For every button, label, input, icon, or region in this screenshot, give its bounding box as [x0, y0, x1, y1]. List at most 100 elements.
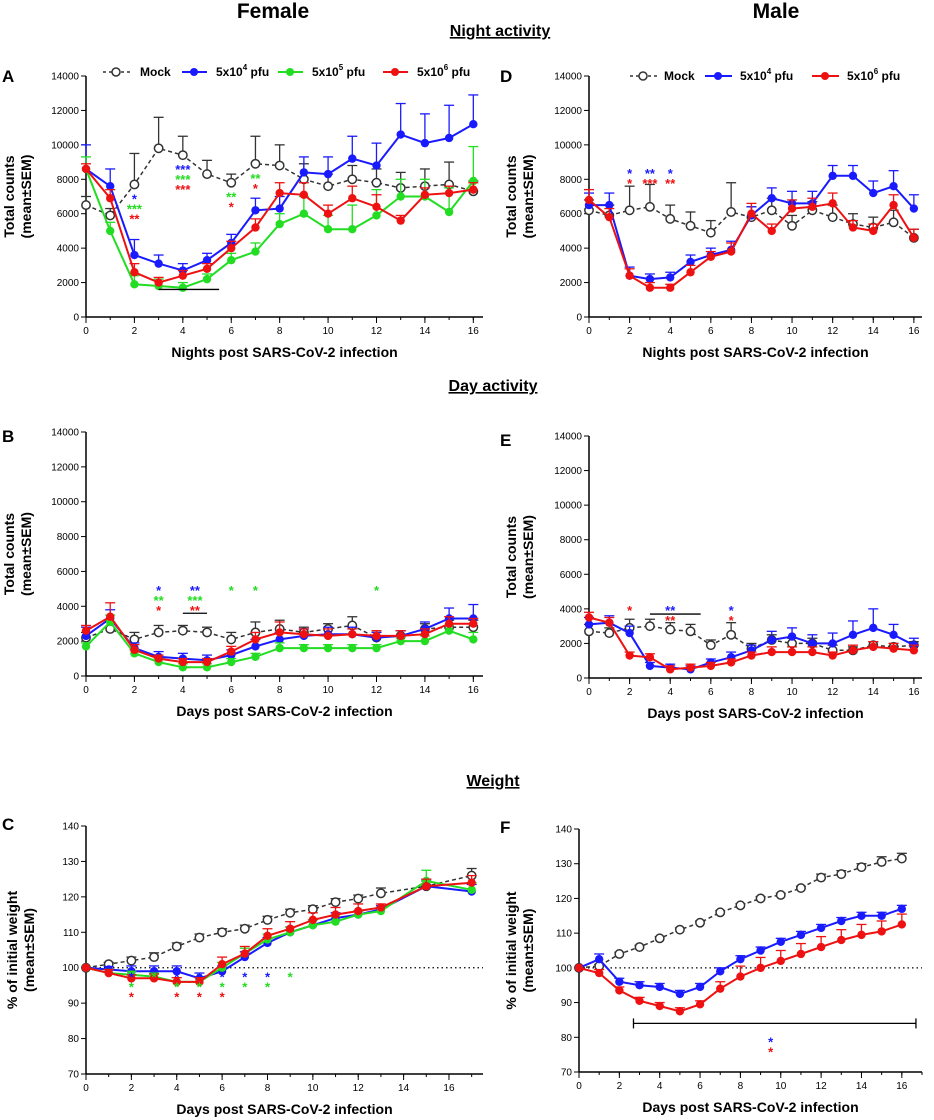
x-tick-label: 14: [868, 687, 880, 698]
x-tick-label: 2: [132, 685, 138, 696]
sig-star-pfu_5e6: *: [627, 176, 633, 191]
panel-A: A 0 2000 4000 6000 8000 10000 12000 14000 0 2 4 6 8 10…: [1, 67, 483, 360]
y-tick-label: 12000: [51, 462, 79, 473]
y-tick-label: 140: [555, 825, 572, 836]
data-point: [645, 274, 655, 284]
data-point: [767, 635, 776, 645]
x-tick-label: 4: [174, 1083, 180, 1094]
data-point: [827, 212, 838, 223]
data-point: [909, 204, 919, 213]
y-tick-label: 10000: [51, 140, 79, 151]
y-tick-label: 2000: [57, 278, 80, 289]
significance-marks: **: [627, 166, 633, 191]
data-point: [444, 619, 454, 628]
data-point: [869, 642, 878, 652]
data-point: [154, 278, 163, 287]
data-point: [251, 223, 260, 232]
x-tick-label: 0: [586, 687, 592, 698]
data-point: [686, 663, 695, 672]
data-point: [877, 911, 886, 920]
sig-star-pfu_5e6: *: [768, 1044, 774, 1059]
data-point: [106, 612, 115, 621]
data-point: [331, 910, 340, 919]
significance-marks: *: [627, 603, 633, 618]
significance-marks: *: [106, 970, 112, 985]
y-tick-label: 4000: [560, 244, 583, 255]
data-point: [348, 225, 357, 234]
data-point: [227, 657, 236, 667]
data-point: [262, 914, 273, 925]
data-point: [624, 205, 635, 216]
data-point: [420, 636, 430, 646]
x-tick-label: 10: [323, 326, 335, 337]
data-point: [654, 933, 665, 944]
data-point: [666, 273, 675, 282]
significance-marks: *****: [642, 166, 658, 191]
night-activity-heading: Night activity: [450, 23, 551, 40]
y-tick-label: 12000: [554, 106, 582, 117]
sig-star-pfu_5e6: **: [665, 613, 676, 628]
data-point: [808, 202, 817, 212]
series-line-pfu_5e4: [589, 174, 915, 281]
data-point: [848, 646, 858, 655]
data-point: [909, 646, 919, 655]
data-point: [808, 639, 817, 648]
data-point: [726, 207, 737, 217]
data-point: [625, 628, 634, 638]
data-point: [251, 635, 260, 644]
x-tick-label: 8: [749, 687, 755, 698]
significance-marks: ****: [154, 583, 165, 618]
y-tick-label: 120: [555, 894, 572, 905]
data-point: [130, 268, 139, 277]
data-point: [202, 627, 212, 638]
data-point: [469, 120, 478, 129]
y-tick-label: 80: [68, 1034, 80, 1045]
y-tick-label: 0: [576, 674, 582, 685]
series-pfu_5e4: [574, 904, 907, 999]
x-tick-label: 12: [827, 326, 839, 337]
data-point: [323, 181, 334, 192]
data-point: [372, 202, 381, 212]
legend-male-5e6-label: 5x106 pfu: [847, 67, 900, 83]
data-point: [469, 619, 478, 628]
data-point: [348, 629, 357, 639]
data-point: [644, 201, 655, 212]
panel-C: C 70 80 90 100 110 120 130 140 0 2 4 6 8 10 12 14 16 Days …: [2, 815, 483, 1117]
data-point: [323, 209, 333, 218]
data-point: [348, 194, 357, 203]
data-point: [372, 643, 381, 653]
data-point: [469, 185, 478, 194]
legend-male-5e6-marker: [821, 72, 829, 80]
data-point: [705, 640, 716, 651]
y-tick-label: 6000: [560, 570, 583, 581]
significance-marks: **: [242, 970, 248, 995]
data-point: [275, 188, 284, 198]
data-point: [251, 206, 260, 215]
significance-marks: *********: [175, 162, 191, 197]
data-point: [104, 968, 113, 978]
x-tick-label: 0: [83, 1083, 89, 1094]
legend-male: Mock 5x104 pfu 5x106 pfu: [630, 67, 900, 83]
x-tick-label: 12: [816, 1081, 828, 1092]
data-point: [869, 188, 878, 198]
data-point: [796, 949, 806, 959]
data-point: [226, 634, 237, 645]
data-point: [816, 872, 827, 883]
data-point: [756, 963, 765, 973]
panel-letter-B: B: [2, 427, 14, 446]
data-point: [787, 204, 797, 213]
data-point: [897, 904, 907, 914]
y-axis-label-sub: (mean±SEM): [520, 155, 536, 239]
data-point: [396, 631, 405, 641]
y-axis-label-sub: (mean±SEM): [520, 909, 536, 993]
data-point: [848, 630, 858, 639]
y-axis-label-sub: (mean±SEM): [520, 515, 536, 599]
data-point: [655, 982, 664, 992]
y-tick-label: 4000: [560, 604, 583, 615]
x-tick-label: 6: [708, 687, 714, 698]
significance-marks: *******: [187, 583, 203, 618]
sig-star-pfu_5e6: **: [190, 603, 201, 618]
y-tick-label: 140: [62, 822, 79, 833]
y-tick-label: 2000: [57, 637, 80, 648]
y-tick-label: 14000: [554, 72, 582, 83]
